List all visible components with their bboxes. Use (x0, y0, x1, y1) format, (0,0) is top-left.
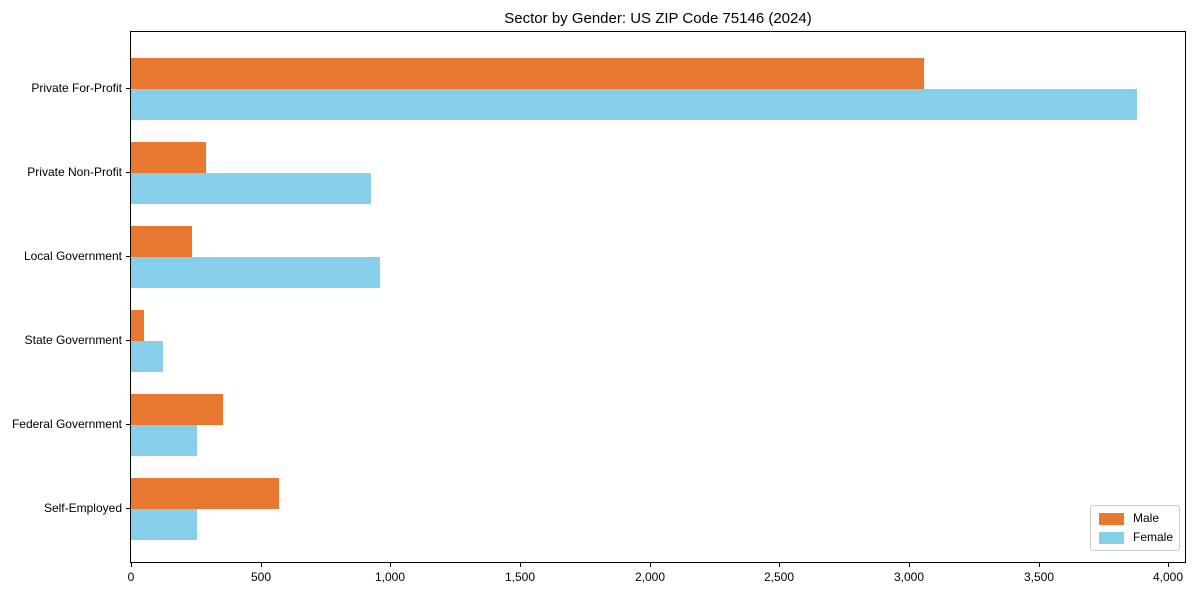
y-tick (126, 508, 130, 509)
bar-female-private-for-profit (131, 89, 1137, 120)
plot-area (130, 31, 1186, 563)
x-tick (909, 563, 910, 567)
y-tick (126, 88, 130, 89)
y-tick-label: Federal Government (11, 417, 122, 431)
x-tick-label: 1,500 (504, 570, 536, 584)
y-tick (126, 256, 130, 257)
legend-label: Female (1133, 530, 1174, 544)
x-tick (520, 563, 521, 567)
x-tick-label: 3,000 (893, 570, 925, 584)
y-axis-labels: Private For-Profit Private Non-Profit Loca… (0, 31, 122, 563)
y-tick-label: Self-Employed (43, 501, 122, 515)
y-tick-label: Private For-Profit (31, 81, 122, 95)
y-tick (126, 340, 130, 341)
x-tick (261, 563, 262, 567)
legend-entry: Male (1099, 512, 1171, 525)
legend-swatch-female (1099, 531, 1124, 544)
legend-label: Male (1133, 511, 1160, 525)
y-tick (126, 424, 130, 425)
y-tick-label: Private Non-Profit (27, 165, 122, 179)
bar-male-federal-government (131, 394, 223, 425)
bar-female-federal-government (131, 425, 197, 456)
y-tick-label: State Government (24, 333, 122, 347)
legend-entry: Female (1099, 530, 1174, 544)
x-tick-label: 4,000 (1152, 570, 1184, 584)
x-tick-label: 2,500 (763, 570, 795, 584)
bar-male-private-non-profit (131, 142, 206, 173)
bar-male-self-employed (131, 478, 279, 509)
x-tick (1168, 563, 1169, 567)
bar-female-private-non-profit (131, 173, 371, 204)
chart-title: Sector by Gender: US ZIP Code 75146 (202… (504, 10, 812, 27)
x-tick (131, 563, 132, 567)
x-tick (779, 563, 780, 567)
x-tick-label: 1,000 (374, 570, 406, 584)
bar-female-local-government (131, 257, 380, 288)
bar-female-self-employed (131, 509, 197, 540)
x-tick (1039, 563, 1040, 567)
x-tick-label: 2,000 (634, 570, 666, 584)
legend: Male Female (1090, 505, 1180, 551)
x-tick-label: 3,500 (1023, 570, 1055, 584)
x-tick-label: 0 (127, 570, 135, 584)
x-tick (390, 563, 391, 567)
y-tick (126, 172, 130, 173)
bar-female-state-government (131, 341, 163, 372)
x-tick-label: 500 (250, 570, 272, 584)
bar-male-private-for-profit (131, 58, 924, 89)
bar-male-state-government (131, 310, 144, 341)
legend-swatch-male (1099, 512, 1124, 525)
bar-male-local-government (131, 226, 192, 257)
y-tick-label: Local Government (23, 249, 122, 263)
x-tick (650, 563, 651, 567)
